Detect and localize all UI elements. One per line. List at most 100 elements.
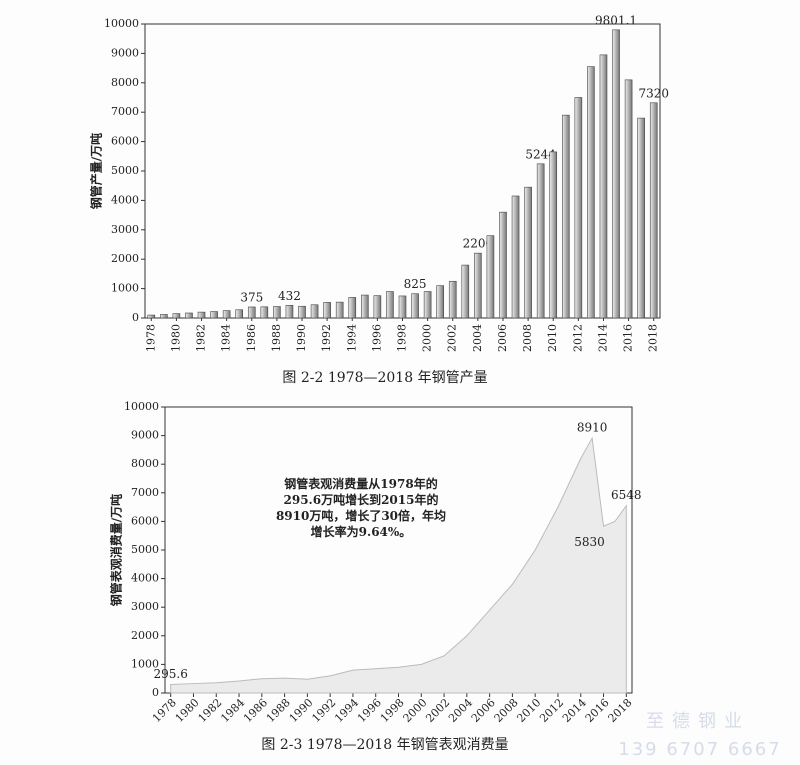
value-label: 432 [278,289,301,303]
bar [260,306,269,319]
bar [172,313,181,319]
y-tick-label: 10000 [124,400,159,413]
bar [398,295,407,319]
x-tick-label: 1986 [241,696,270,725]
axis-frame [164,406,633,694]
y-tick-label: 7000 [131,486,159,499]
y-tick-label: 10000 [104,17,139,30]
bar [373,295,382,319]
bar [624,79,633,319]
y-tick-label: 5000 [111,164,139,177]
bar [335,301,344,319]
watermark-phone: 139 6707 6667 [618,739,781,760]
y-tick-label: 2000 [111,252,139,265]
x-tick-label: 1988 [264,696,293,725]
y-tick-label: 8000 [131,457,159,470]
x-tick-label: 1988 [270,324,283,352]
bar [524,186,532,319]
x-tick-label: 2010 [514,696,543,725]
x-tick-label: 1998 [396,324,409,352]
x-tick-label: 2016 [622,324,635,352]
value-label: 7320 [638,86,669,100]
y-tick-label: 2000 [131,629,159,642]
value-label: 9801.1 [595,13,637,27]
value-label: 6548 [611,488,642,502]
bar [273,306,281,319]
y-tick-label: 6000 [131,514,159,527]
x-tick-label: 1984 [218,696,247,725]
area [170,436,627,694]
x-tick-label: 2012 [571,324,584,352]
y-tick-label: 9000 [131,429,159,442]
x-tick-label: 2006 [469,696,498,725]
x-tick-label: 2002 [446,324,459,352]
chart-caption: 图 2-3 1978—2018 年钢管表观消费量 [261,737,508,753]
y-tick-label: 4000 [131,572,159,585]
value-label: 5830 [574,535,605,549]
x-tick-label: 2016 [583,696,612,725]
bar [185,312,193,319]
value-label: 375 [240,290,263,304]
bar [386,291,394,319]
x-tick-label: 1980 [169,324,182,352]
bar [235,309,244,319]
x-tick-label: 1980 [173,696,202,725]
value-label: 8910 [577,421,608,435]
value-label: 825 [404,277,427,291]
bar [323,302,331,319]
x-tick-label: 1986 [245,324,258,352]
y-tick-label: 7000 [111,105,139,118]
watermark-name: 至德钢业 [646,711,750,732]
x-tick-label: 2018 [606,696,635,725]
bar [561,114,570,319]
bar [298,305,306,319]
bar [511,195,520,319]
x-tick-label: 2002 [423,696,452,725]
y-tick-label: 4000 [111,193,139,206]
x-tick-label: 1996 [355,696,384,725]
x-tick-label: 1990 [287,696,316,725]
bar [649,102,658,319]
x-tick-label: 1996 [370,324,383,352]
bar [210,311,218,319]
x-tick-label: 2014 [560,696,589,725]
y-axis-title: 钢管产量/万吨 [89,133,104,209]
y-axis-title: 钢管表观消费量/万吨 [109,494,124,606]
x-tick-label: 2000 [401,696,430,725]
value-label: 5244 [525,147,556,161]
bar [423,291,432,319]
x-tick-label: 2012 [537,696,566,725]
x-tick-label: 2010 [546,324,559,352]
y-tick-label: 5000 [131,543,159,556]
value-label: 2206 [463,237,494,251]
y-tick-label: 3000 [111,223,139,236]
x-tick-label: 2008 [492,696,521,725]
x-tick-label: 1984 [220,324,233,352]
bar [436,285,444,319]
bar [612,29,620,319]
bar [160,314,168,319]
bar [348,297,357,319]
y-tick-label: 0 [152,686,159,699]
y-tick-label: 1000 [111,282,139,295]
bar [474,252,482,319]
value-label: 295.6 [154,667,188,681]
x-tick-label: 2000 [421,324,434,352]
x-tick-label: 1992 [320,324,333,352]
bar [222,310,231,319]
x-tick-label: 1994 [332,696,361,725]
x-tick-label: 1992 [309,696,338,725]
bar [637,117,645,319]
x-tick-label: 1978 [150,696,179,725]
bar [486,235,495,319]
bar [197,311,206,319]
bar [499,211,507,319]
x-tick-label: 2004 [446,696,475,725]
x-tick-label: 1990 [295,324,308,352]
x-tick-label: 1982 [196,696,225,725]
bar [285,304,294,319]
y-tick-label: 1000 [131,657,159,670]
bar [549,151,558,319]
